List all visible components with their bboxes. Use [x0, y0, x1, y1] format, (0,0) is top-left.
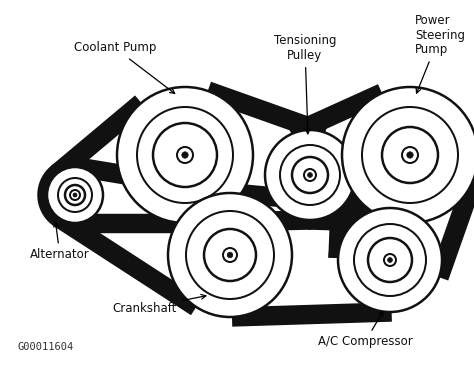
Circle shape [117, 87, 253, 223]
Circle shape [342, 87, 474, 223]
Circle shape [227, 252, 233, 258]
Text: A/C Compressor: A/C Compressor [318, 312, 412, 349]
Text: Tensioning
Pulley: Tensioning Pulley [274, 34, 336, 134]
Circle shape [73, 193, 77, 197]
Text: Power
Steering
Pump: Power Steering Pump [415, 14, 465, 93]
Text: G00011604: G00011604 [18, 342, 74, 352]
Circle shape [308, 173, 312, 177]
Circle shape [338, 208, 442, 312]
Circle shape [407, 152, 413, 158]
Text: Alternator: Alternator [30, 222, 90, 261]
Circle shape [204, 229, 256, 281]
Circle shape [47, 167, 103, 223]
Circle shape [153, 123, 217, 187]
Circle shape [382, 127, 438, 183]
Circle shape [182, 152, 188, 158]
Circle shape [65, 185, 85, 205]
Text: Crankshaft: Crankshaft [113, 295, 206, 315]
Circle shape [168, 193, 292, 317]
Circle shape [292, 157, 328, 193]
Circle shape [265, 130, 355, 220]
Circle shape [368, 238, 412, 282]
Circle shape [388, 258, 392, 262]
Text: Coolant Pump: Coolant Pump [74, 42, 175, 93]
